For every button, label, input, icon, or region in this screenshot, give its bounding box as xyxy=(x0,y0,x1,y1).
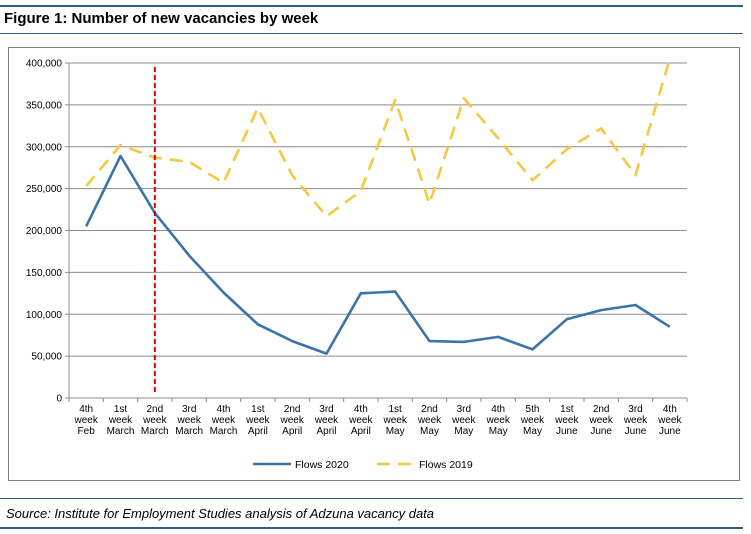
legend-label: Flows 2020 xyxy=(295,459,349,471)
x-tick-label-line: June xyxy=(590,426,612,437)
legend-label: Flows 2019 xyxy=(419,459,473,471)
source-rule-bottom xyxy=(0,527,743,529)
series-line-flows-2020 xyxy=(85,154,671,355)
top-rule xyxy=(0,5,743,7)
x-tick-label-line: week xyxy=(657,415,682,426)
x-tick-label-line: April xyxy=(316,426,336,437)
x-tick-label-line: 2nd xyxy=(146,404,163,415)
x-tick-label: 3rd week April xyxy=(314,404,339,437)
x-tick-label-line: 3rd xyxy=(319,404,333,415)
x-tick-label-line: 4th xyxy=(491,404,505,415)
x-tick-label: 4th week Feb xyxy=(73,404,98,437)
series-line-flows-2019 xyxy=(85,59,672,218)
x-tick-label-line: 1st xyxy=(388,404,402,415)
x-tick-label-line: 1st xyxy=(251,404,265,415)
x-tick-label-line: week xyxy=(108,415,133,426)
x-tick-label: 1st week June xyxy=(554,404,579,437)
x-tick-label-line: week xyxy=(73,415,98,426)
y-tick-label: 100,000 xyxy=(26,310,63,321)
x-tick-label: 3rd week June xyxy=(623,404,648,437)
y-tick-label: 50,000 xyxy=(31,352,62,363)
y-tick-label: 400,000 xyxy=(26,59,63,70)
x-tick-label-line: May xyxy=(454,426,473,437)
x-tick-label-line: week xyxy=(348,415,373,426)
x-tick-label-line: 3rd xyxy=(628,404,642,415)
x-tick-label-line: 4th xyxy=(79,404,93,415)
x-tick-label-line: June xyxy=(625,426,647,437)
x-tick-label-line: week xyxy=(417,415,442,426)
x-tick-label-line: week xyxy=(520,415,545,426)
source-rule-top xyxy=(0,498,743,499)
x-tick-label-line: May xyxy=(523,426,542,437)
x-tick-label-line: 4th xyxy=(217,404,231,415)
x-tick-label-line: March xyxy=(175,426,203,437)
x-tick-label-line: April xyxy=(282,426,302,437)
x-tick-label: 2nd week June xyxy=(588,404,613,437)
x-tick-label: 3rd week May xyxy=(451,404,476,437)
x-tick-label-line: 2nd xyxy=(593,404,610,415)
x-tick-label-line: June xyxy=(659,426,681,437)
x-tick-label-line: 1st xyxy=(560,404,574,415)
x-tick-label-line: April xyxy=(248,426,268,437)
y-tick-label: 200,000 xyxy=(26,226,63,237)
x-tick-label-line: week xyxy=(245,415,270,426)
x-tick-label-line: 1st xyxy=(114,404,128,415)
x-tick-label-line: Feb xyxy=(78,426,96,437)
x-tick-label-line: week xyxy=(211,415,236,426)
x-tick-label-line: March xyxy=(210,426,238,437)
x-tick-label-line: March xyxy=(107,426,135,437)
x-tick-label-line: 2nd xyxy=(421,404,438,415)
x-tick-label-line: week xyxy=(623,415,648,426)
title-rule xyxy=(0,33,743,34)
x-tick-label: 5th week May xyxy=(520,404,545,437)
x-tick-label-line: May xyxy=(386,426,405,437)
x-tick-label: 2nd week March xyxy=(141,404,169,437)
x-tick-label: 4th week June xyxy=(657,404,682,437)
x-tick-label-line: 3rd xyxy=(457,404,471,415)
x-tick-label-line: week xyxy=(588,415,613,426)
x-tick-label-line: week xyxy=(176,415,201,426)
x-tick-label-line: week xyxy=(451,415,476,426)
x-tick-label: 2nd week April xyxy=(279,404,304,437)
x-tick-label: 1st week March xyxy=(107,404,135,437)
x-tick-label: 1st week May xyxy=(382,404,407,437)
x-tick-label: 2nd week May xyxy=(417,404,442,437)
x-tick-label-line: week xyxy=(382,415,407,426)
x-tick-label-line: week xyxy=(554,415,579,426)
x-tick-label-line: April xyxy=(351,426,371,437)
x-tick-label-line: May xyxy=(489,426,508,437)
source-note: Source: Institute for Employment Studies… xyxy=(6,506,435,521)
x-tick-label-line: 4th xyxy=(663,404,677,415)
chart-frame: 0 50,000 100,000 150,000 200,000 250,000 300,0… xyxy=(8,47,740,481)
x-tick-label-line: 4th xyxy=(354,404,368,415)
x-tick-label-line: week xyxy=(279,415,304,426)
x-tick-label-line: June xyxy=(556,426,578,437)
x-tick-label-line: May xyxy=(420,426,439,437)
y-tick-label: 350,000 xyxy=(26,100,63,111)
x-tick-label: 1st week April xyxy=(245,404,270,437)
y-tick-label: 150,000 xyxy=(26,268,63,279)
x-tick-label-line: week xyxy=(142,415,167,426)
x-tick-label-line: 5th xyxy=(526,404,540,415)
x-tick-label-line: March xyxy=(141,426,169,437)
x-tick-label: 4th week March xyxy=(210,404,238,437)
x-tick-label: 3rd week March xyxy=(175,404,203,437)
x-tick-label-line: week xyxy=(485,415,510,426)
y-tick-label: 250,000 xyxy=(26,184,63,195)
x-tick-label-line: 3rd xyxy=(182,404,196,415)
x-tick-label-line: 2nd xyxy=(284,404,301,415)
x-tick-label-line: week xyxy=(314,415,339,426)
line-chart: 0 50,000 100,000 150,000 200,000 250,000 300,0… xyxy=(26,59,688,471)
x-tick-label: 4th week May xyxy=(485,404,510,437)
y-tick-label: 300,000 xyxy=(26,142,63,153)
figure-title: Figure 1: Number of new vacancies by wee… xyxy=(4,10,319,27)
x-tick-label: 4th week April xyxy=(348,404,373,437)
y-tick-label: 0 xyxy=(56,394,62,405)
